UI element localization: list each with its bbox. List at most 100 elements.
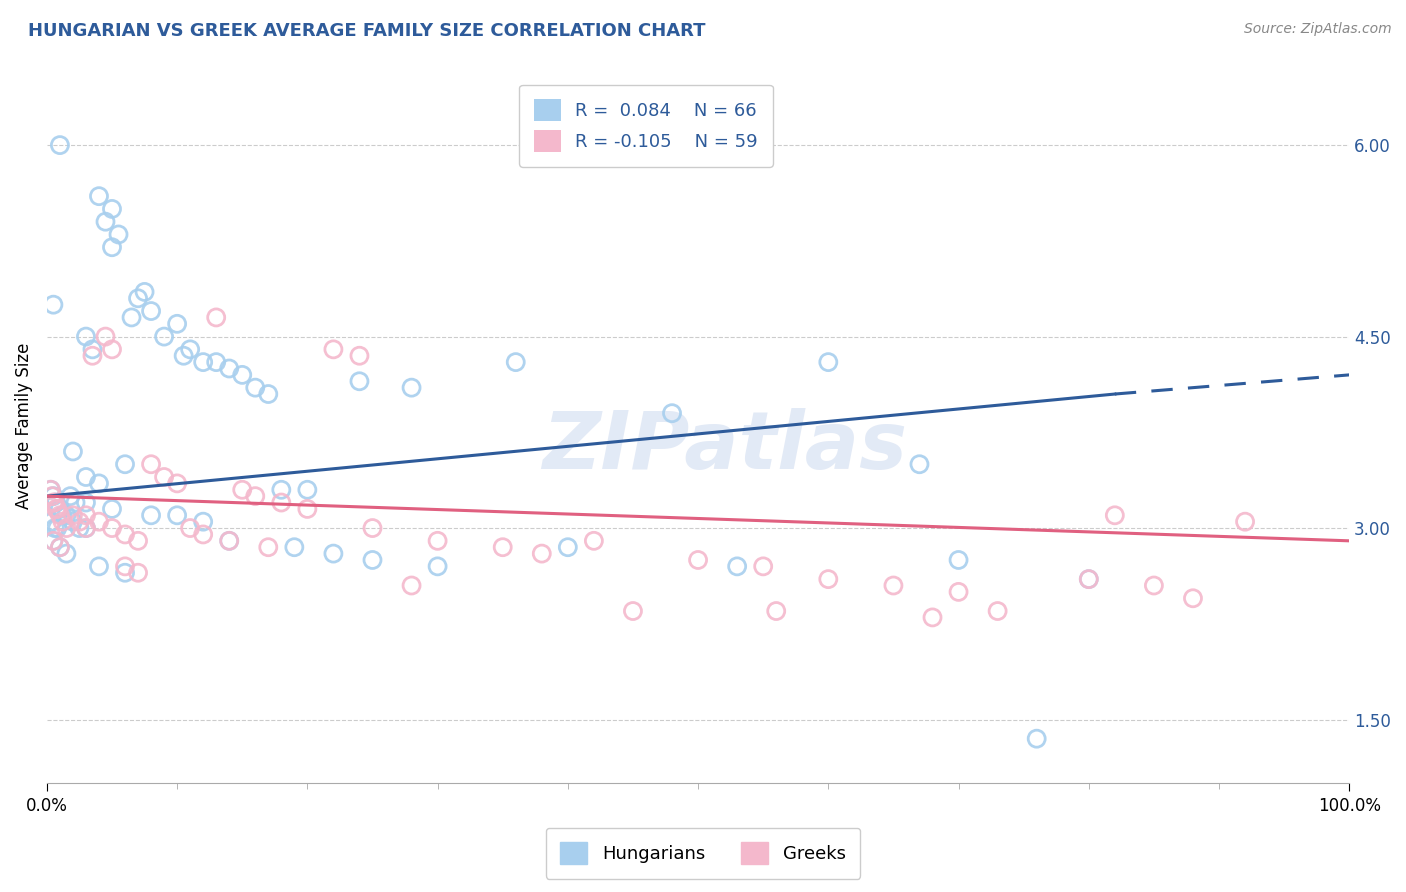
Point [1077,572,1099,586]
Point [114,457,136,471]
Point [621,604,644,618]
Point [49,502,72,516]
Point [75,470,97,484]
Point [401,578,423,592]
Point [361,521,384,535]
Point [62,444,84,458]
Point [45,495,67,509]
Point [65,495,87,509]
Point [948,585,970,599]
Y-axis label: Average Family Size: Average Family Size [15,343,32,509]
Text: HUNGARIAN VS GREEK AVERAGE FAMILY SIZE CORRELATION CHART: HUNGARIAN VS GREEK AVERAGE FAMILY SIZE C… [28,22,706,40]
Point [101,240,124,254]
Point [94,329,117,343]
Point [44,495,66,509]
Point [349,349,371,363]
Point [725,559,748,574]
Legend: Hungarians, Greeks: Hungarians, Greeks [546,828,860,879]
Point [42,489,65,503]
Point [921,610,943,624]
Point [42,495,65,509]
Point [257,387,280,401]
Point [55,521,77,535]
Point [39,483,62,497]
Point [114,559,136,574]
Point [114,566,136,580]
Point [426,559,449,574]
Point [582,533,605,548]
Point [173,349,195,363]
Point [492,540,515,554]
Point [75,521,97,535]
Point [101,202,124,216]
Point [322,547,344,561]
Point [82,343,104,357]
Point [62,508,84,523]
Point [62,515,84,529]
Point [218,533,240,548]
Point [51,508,73,523]
Point [121,310,143,325]
Point [1234,515,1257,529]
Point [166,476,188,491]
Point [101,502,124,516]
Point [87,476,110,491]
Point [882,578,904,592]
Point [153,470,176,484]
Point [218,533,240,548]
Point [817,572,839,586]
Point [55,547,77,561]
Point [908,457,931,471]
Point [193,355,215,369]
Point [948,553,970,567]
Point [349,374,371,388]
Point [686,553,709,567]
Point [530,547,553,561]
Point [49,540,72,554]
Point [41,489,63,503]
Text: Source: ZipAtlas.com: Source: ZipAtlas.com [1244,22,1392,37]
Point [49,138,72,153]
Point [87,189,110,203]
Point [45,502,67,516]
Point [361,553,384,567]
Point [41,515,63,529]
Point [46,502,69,516]
Point [127,291,149,305]
Point [557,540,579,554]
Point [114,527,136,541]
Point [69,521,91,535]
Point [39,483,62,497]
Point [1181,591,1204,606]
Point [55,508,77,523]
Point [107,227,129,242]
Point [1104,508,1126,523]
Point [270,495,292,509]
Point [661,406,683,420]
Point [817,355,839,369]
Point [44,521,66,535]
Point [426,533,449,548]
Point [75,329,97,343]
Point [127,533,149,548]
Point [42,533,65,548]
Point [75,508,97,523]
Point [987,604,1010,618]
Point [139,508,162,523]
Point [1025,731,1047,746]
Point [166,508,188,523]
Point [82,349,104,363]
Point [179,343,201,357]
Point [101,521,124,535]
Point [153,329,176,343]
Point [257,540,280,554]
Point [166,317,188,331]
Point [1143,578,1166,592]
Point [297,483,319,497]
Point [765,604,787,618]
Point [205,310,228,325]
Point [752,559,775,574]
Point [49,540,72,554]
Point [245,489,267,503]
Point [231,368,253,382]
